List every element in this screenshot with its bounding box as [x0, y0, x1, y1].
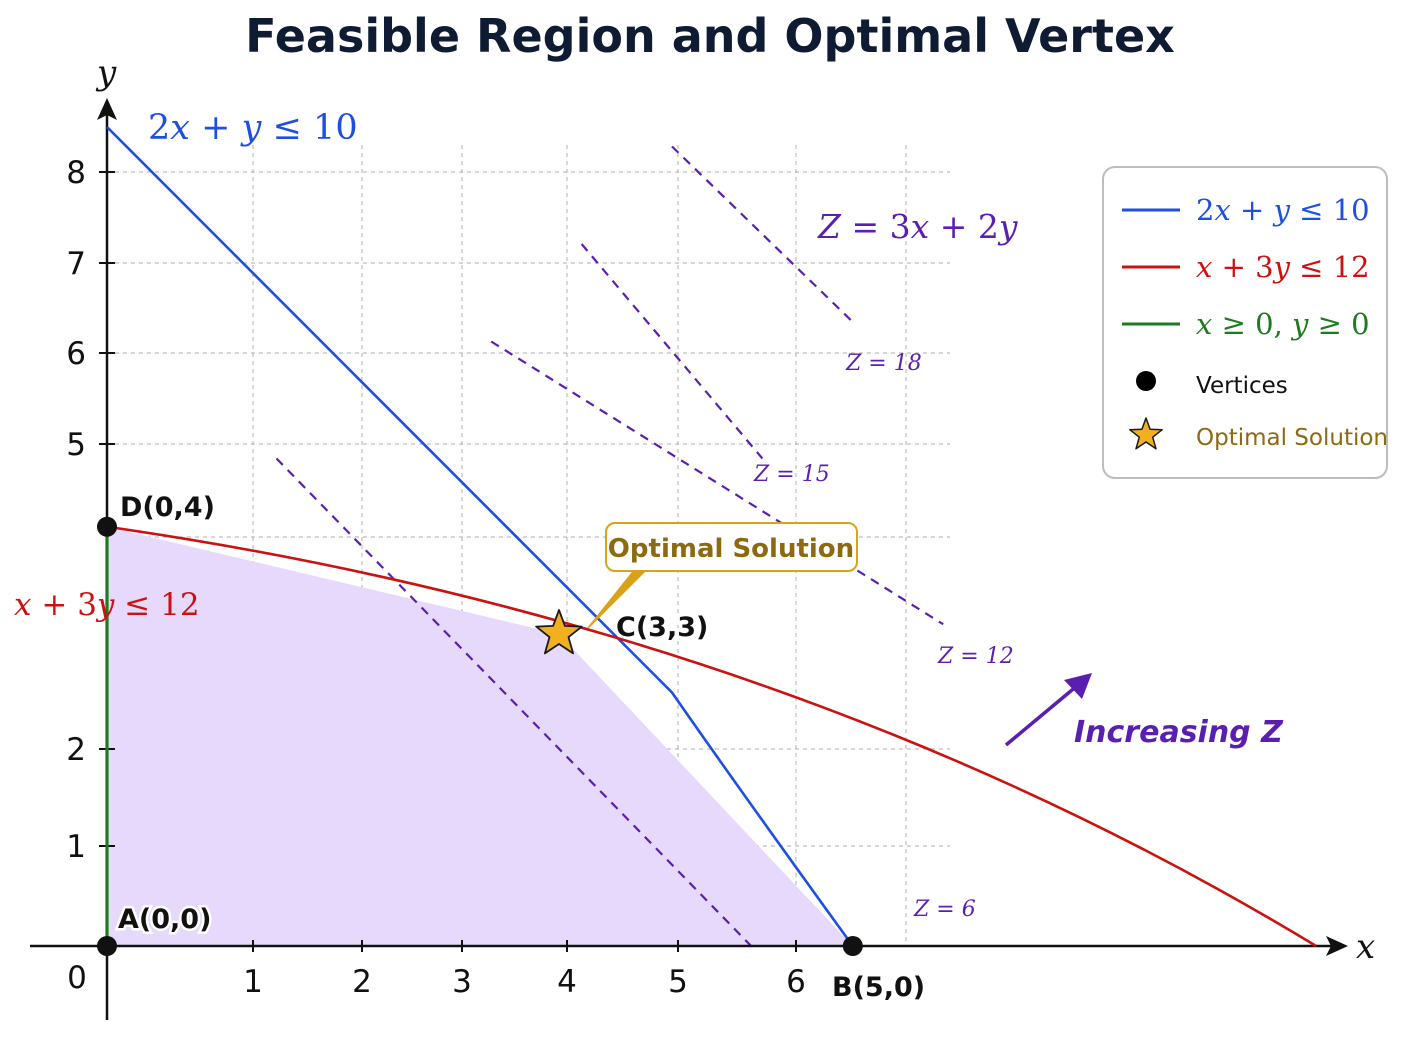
legend-star-icon [1129, 417, 1163, 450]
objective-lines: Z = 6 Z = 12 Z = 15 Z = 18 Z = 3x + 2y [275, 145, 1018, 947]
constraint-line-x-plus-3y [106, 525, 1317, 948]
vertex-label: D(0,4) [120, 492, 215, 523]
legend-label: x + 3y ≤ 12 [1196, 250, 1370, 284]
origin-label: 0 [67, 960, 87, 996]
feasible-region [107, 526, 853, 946]
legend-label: Optimal Solution [1196, 425, 1388, 451]
labels: Feasible Region and Optimal Vertex [245, 9, 1175, 63]
chart-title: Feasible Region and Optimal Vertex [245, 9, 1175, 63]
objective-line-label: Z = 15 [753, 462, 830, 487]
vertex-dot [97, 936, 117, 956]
y-tick-label: 1 [66, 829, 86, 865]
objective-function-label: Z = 3x + 2y [817, 207, 1018, 246]
increasing-label: Increasing Z [1074, 715, 1284, 750]
constraint-lines: 2x + y ≤ 10 x + 3y ≤ 12 [14, 108, 1317, 948]
legend-box [1102, 166, 1388, 479]
increasing-arrow-head [1064, 673, 1092, 699]
objective-line-label: Z = 6 [913, 897, 976, 922]
y-axis-label: y [95, 53, 117, 93]
legend-dot-swatch [1136, 371, 1156, 391]
legend-label: 2x + y ≤ 10 [1196, 193, 1370, 227]
x-tick-label: 2 [352, 964, 372, 1000]
objective-line-label: Z = 12 [937, 644, 1014, 669]
vertex-marks: A(0,0) B(5,0) C(3,3) D(0,4) Optimal Solution… [97, 490, 1284, 1006]
optimal-vertex-star-icon [535, 609, 583, 655]
legend: 2x + y ≤ 10 x + 3y ≤ 12 x ≥ 0, y ≥ 0 Vertic… [1102, 166, 1388, 479]
objective-line [275, 457, 752, 947]
y-tick-label: 5 [66, 427, 86, 463]
increasing-arrow [1004, 683, 1080, 747]
legend-label: Vertices [1196, 373, 1288, 399]
x-tick-label: 5 [668, 964, 688, 1000]
vertex-label: C(3,3) [616, 612, 708, 643]
y-tick-label: 6 [66, 336, 86, 372]
y-axis-arrow [97, 98, 117, 120]
x-tick-label: 6 [786, 964, 806, 1000]
objective-line [671, 145, 854, 323]
callout-box [605, 522, 858, 572]
objective-line [490, 340, 944, 626]
x-tick-label: 3 [452, 964, 472, 1000]
constraint-label-2x-plus-y: 2x + y ≤ 10 [148, 108, 358, 148]
y-tick-label: 7 [66, 246, 86, 282]
vertex-label: B(5,0) [832, 972, 925, 1003]
constraint-line-2x-plus-y [106, 126, 854, 947]
optimal-callout-label: Optimal Solution [608, 534, 854, 564]
constraint-label-x-plus-3y: x + 3y ≤ 12 [14, 587, 200, 623]
x-axis-label: x [1356, 927, 1375, 967]
objective-line-label: Z = 18 [845, 351, 922, 376]
y-tick-label: 2 [66, 732, 86, 768]
vertex-label: A(0,0) [118, 904, 211, 935]
y-tick-label: 8 [66, 155, 86, 191]
legend-label: x ≥ 0, y ≥ 0 [1196, 307, 1370, 341]
x-tick-label: 4 [557, 964, 577, 1000]
vertex-dot [97, 516, 117, 537]
x-tick-label: 1 [243, 964, 263, 1000]
vertex-dot [842, 936, 863, 956]
objective-line [580, 243, 764, 460]
x-axis-arrow [1326, 936, 1348, 956]
